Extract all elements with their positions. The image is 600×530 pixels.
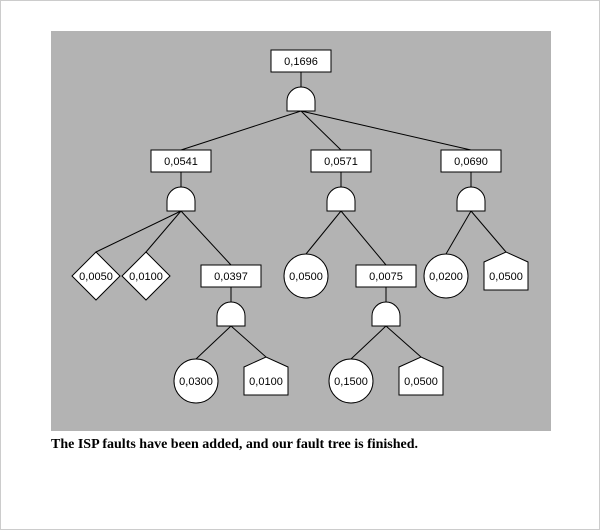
tree-svg: 0,1696 0,0541 0,0571 0,0690 0,0050 0,0100 0,03… (51, 31, 551, 431)
node-label-b2: 0,0075 (369, 271, 403, 283)
caption-text: The ISP faults have been added, and our … (51, 437, 549, 453)
node-label-b21: 0,1500 (334, 376, 368, 388)
node-label-b: 0,0571 (324, 156, 358, 168)
node-b_g (327, 187, 355, 211)
node-c_g (457, 187, 485, 211)
node-a3_g (217, 302, 245, 326)
node-b2_g (372, 302, 400, 326)
node-label-a3: 0,0397 (214, 271, 248, 283)
node-label-a32: 0,0100 (249, 376, 283, 388)
node-label-c: 0,0690 (454, 156, 488, 168)
node-label-root: 0,1696 (284, 56, 318, 68)
node-label-c2: 0,0500 (489, 271, 523, 283)
node-label-a31: 0,0300 (179, 376, 213, 388)
node-label-b22: 0,0500 (404, 376, 438, 388)
node-label-c1: 0,0200 (429, 271, 463, 283)
node-label-a: 0,0541 (164, 156, 198, 168)
page: 0,1696 0,0541 0,0571 0,0690 0,0050 0,0100 0,03… (0, 0, 600, 530)
fault-tree-diagram: 0,1696 0,0541 0,0571 0,0690 0,0050 0,0100 0,03… (51, 31, 551, 431)
node-a_g (167, 187, 195, 211)
node-label-a2: 0,0100 (129, 271, 163, 283)
node-label-b1: 0,0500 (289, 271, 323, 283)
node-label-a1: 0,0050 (79, 271, 113, 283)
node-root_g (287, 87, 315, 111)
